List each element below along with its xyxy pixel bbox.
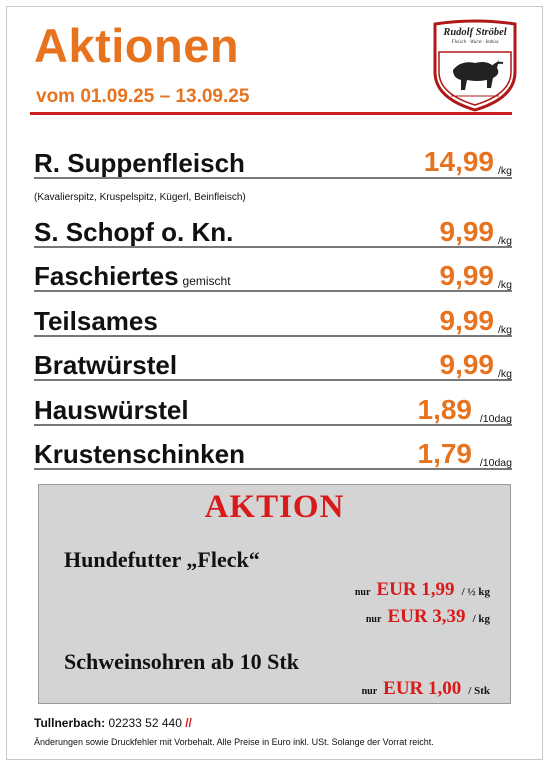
- price-item: Krustenschinken 1,79 /10dag: [34, 438, 512, 481]
- item-underline: [34, 379, 512, 381]
- item-underline: [34, 177, 512, 179]
- header-divider: [30, 112, 512, 115]
- item-price: 1,89: [417, 394, 473, 425]
- item-unit: /kg: [497, 368, 512, 380]
- bull-shield-icon: [433, 19, 517, 112]
- price-item: Teilsames 9,99 /kg: [34, 305, 512, 348]
- promo-price-unit: / ½ kg: [461, 586, 490, 598]
- item-underline: [34, 335, 512, 337]
- item-underline: [34, 424, 512, 426]
- item-name: Bratwürstel: [34, 350, 178, 380]
- promo-price-prefix: nur: [361, 686, 378, 697]
- item-unit: /10dag: [479, 457, 512, 469]
- promo-price-line: nur EUR 1,99 / ½ kg: [355, 579, 490, 601]
- promo-price-amount: EUR 3,39: [387, 606, 466, 627]
- logo-subtext: Fleisch · Wurst · Imbiss: [451, 40, 499, 45]
- promo-price-line: nur EUR 3,39 / kg: [366, 606, 490, 628]
- item-underline: [34, 290, 512, 292]
- item-name: Krustenschinken: [34, 439, 245, 469]
- promo-price-unit: / kg: [472, 613, 490, 625]
- footer-disclaimer: Änderungen sowie Druckfehler mit Vorbeha…: [34, 737, 434, 747]
- promo-box: AKTION Hundefutter „Fleck“ nur EUR 1,99 …: [38, 484, 511, 704]
- item-price: 14,99: [423, 146, 494, 177]
- footer-slashes: //: [185, 716, 192, 730]
- promo-price-prefix: nur: [354, 587, 371, 598]
- item-price: 1,79: [417, 438, 473, 469]
- page-title: Aktionen: [34, 19, 240, 72]
- promo-price-line: nur EUR 1,00 / Stk: [362, 678, 490, 700]
- promo-product-heading: Schweinsohren ab 10 Stk: [64, 649, 299, 674]
- item-name: Teilsames: [34, 306, 158, 336]
- item-price: 9,99: [439, 216, 495, 247]
- item-underline: [34, 246, 512, 248]
- item-unit: /kg: [497, 324, 512, 336]
- price-item: Bratwürstel 9,99 /kg: [34, 349, 512, 392]
- item-unit: /10dag: [479, 413, 512, 425]
- item-name: S. Schopf o. Kn.: [34, 217, 234, 247]
- footer-location: Tullnerbach:: [34, 716, 106, 730]
- promo-price-unit: / Stk: [468, 685, 490, 697]
- butcher-logo: Rudolf Ströbel Fleisch · Wurst · Imbiss: [431, 18, 519, 112]
- price-item: S. Schopf o. Kn. 9,99 /kg: [34, 216, 512, 259]
- item-unit: /kg: [497, 235, 512, 247]
- item-name: Faschiertes gemischt: [34, 261, 231, 291]
- item-note: (Kavalierspitz, Kruspelspitz, Kügerl, Be…: [34, 192, 246, 203]
- item-name: R. Suppenfleisch: [34, 148, 245, 178]
- item-unit: /kg: [497, 279, 512, 291]
- price-item: Faschiertes gemischt 9,99 /kg: [34, 260, 512, 303]
- promo-product-heading: Hundefutter „Fleck“: [64, 547, 260, 572]
- item-unit: /kg: [497, 165, 512, 177]
- promo-price-amount: EUR 1,99: [376, 579, 455, 600]
- date-range: vom 01.09.25 – 13.09.25: [36, 86, 250, 107]
- footer-contact: Tullnerbach: 02233 52 440 //: [34, 716, 192, 730]
- item-name: Hauswürstel: [34, 395, 189, 425]
- item-price: 9,99: [439, 260, 495, 291]
- footer-phone: 02233 52 440: [108, 716, 182, 730]
- item-price: 9,99: [439, 305, 495, 336]
- promo-price-amount: EUR 1,00: [383, 678, 462, 699]
- price-item: Hauswürstel 1,89 /10dag: [34, 394, 512, 437]
- promo-price-prefix: nur: [365, 614, 382, 625]
- item-price: 9,99: [439, 349, 495, 380]
- logo-text: Rudolf Ströbel: [443, 27, 507, 38]
- price-item: R. Suppenfleisch 14,99 /kg (Kavalierspit…: [34, 146, 512, 206]
- page-border: [6, 6, 543, 760]
- promo-title: AKTION: [204, 489, 345, 525]
- item-underline: [34, 468, 512, 470]
